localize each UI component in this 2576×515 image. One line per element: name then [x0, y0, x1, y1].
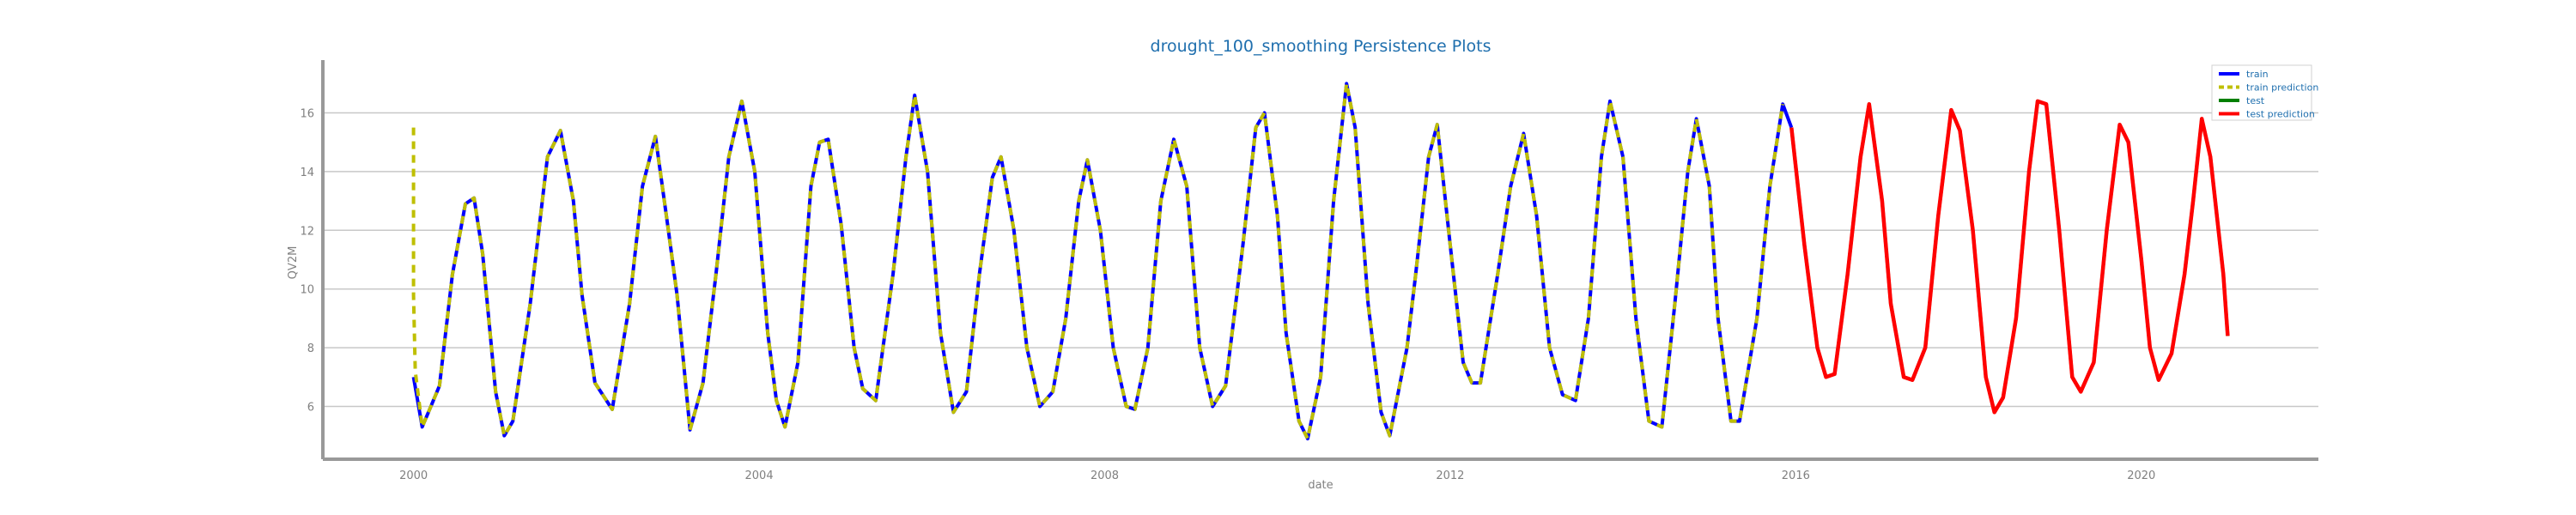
axes-spines	[321, 60, 2318, 461]
legend-label: train prediction	[2246, 82, 2318, 94]
gridlines	[323, 112, 2318, 408]
tick-labels: 2000 2004 2008 2012 2016 2020 6 8 10 12 14 16	[300, 108, 2155, 482]
y-axis-label: QV2M	[287, 246, 300, 280]
legend-label: test	[2246, 95, 2265, 106]
x-tick-label: 2016	[1782, 470, 1810, 482]
x-tick-label: 2004	[745, 470, 774, 482]
y-tick-label: 8	[307, 342, 314, 355]
chart-title: drought_100_smoothing Persistence Plots	[1151, 37, 1492, 56]
x-tick-label: 2008	[1091, 470, 1119, 482]
y-tick-label: 10	[300, 284, 314, 297]
x-axis-label: date	[1308, 479, 1333, 492]
legend-label: train	[2246, 69, 2269, 80]
y-tick-label: 6	[307, 401, 314, 414]
x-tick-label: 2012	[1436, 470, 1464, 482]
series-line-train-prediction	[411, 82, 1785, 441]
y-tick-label: 12	[300, 225, 314, 238]
legend-label: test prediction	[2246, 109, 2315, 120]
series-lines	[411, 82, 2230, 441]
series-line-test-prediction	[1789, 99, 2230, 415]
y-tick-label: 16	[300, 108, 314, 121]
series-line-train	[411, 82, 1794, 441]
x-tick-label: 2000	[399, 470, 428, 482]
x-tick-label: 2020	[2127, 470, 2155, 482]
y-tick-label: 14	[300, 167, 314, 179]
